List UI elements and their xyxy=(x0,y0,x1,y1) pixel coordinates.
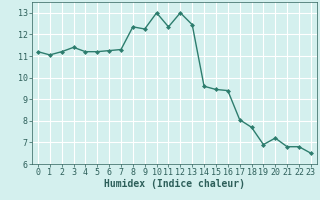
X-axis label: Humidex (Indice chaleur): Humidex (Indice chaleur) xyxy=(104,179,245,189)
